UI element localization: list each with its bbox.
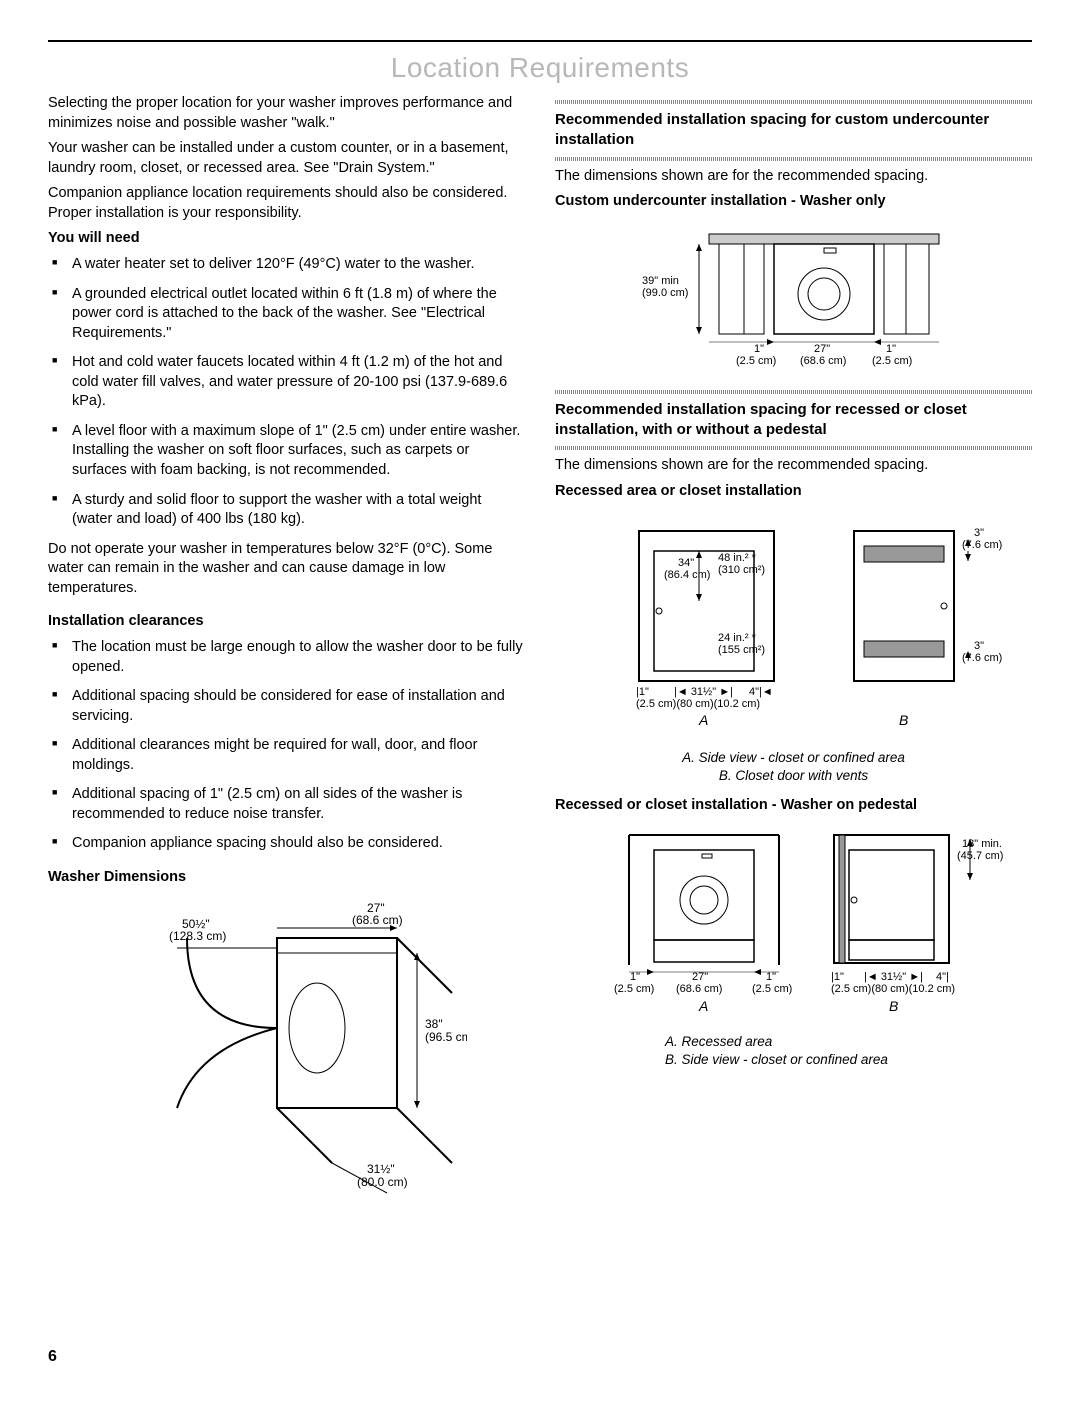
sec2-sub: Recessed area or closet installation — [555, 482, 1032, 502]
sec1-sub: Custom undercounter installation - Washe… — [555, 192, 1032, 212]
dim-depth-cm: (80.0 cm) — [357, 1175, 408, 1189]
divider — [555, 446, 1032, 450]
dim-3in-bot: 3" — [974, 640, 984, 652]
d3-27: 27" — [692, 971, 708, 983]
undercounter-heading: Recommended installation spacing for cus… — [555, 110, 1032, 151]
label-a: A — [698, 712, 708, 728]
clear-item: Companion appliance spacing should also … — [52, 834, 525, 854]
dim-1in-r: 1" — [886, 343, 896, 355]
need-item: A level floor with a maximum slope of 1"… — [52, 422, 525, 481]
recessed-closet-diagram: 34" (86.4 cm) 48 in.² * (310 cm²) 24 in.… — [555, 511, 1032, 731]
dim-depth: 31½" — [367, 1162, 395, 1176]
d3-b4: 4"| — [936, 971, 949, 983]
d3-1in-l-cm: (2.5 cm) — [614, 983, 654, 995]
dim-1in-l: 1" — [754, 343, 764, 355]
top-rule — [48, 40, 1032, 42]
sec3-sub: Recessed or closet installation - Washer… — [555, 796, 1032, 816]
undercounter-diagram: 39" min (99.0 cm) 1" (2.5 cm) 27" (68.6 … — [555, 222, 1032, 372]
need-item: A sturdy and solid floor to support the … — [52, 491, 525, 530]
page-title: Location Requirements — [48, 52, 1032, 84]
divider — [555, 390, 1032, 394]
dim-1in-l-cm: (2.5 cm) — [736, 355, 776, 367]
d3-18min-cm: (45.7 cm) — [957, 850, 1003, 862]
d3-brow: (2.5 cm)(80 cm)(10.2 cm) — [831, 983, 955, 995]
dim-39min-cm: (99.0 cm) — [642, 287, 688, 299]
page-number: 6 — [48, 1348, 57, 1366]
d3-1in-l: 1" — [630, 971, 640, 983]
dim-34: 34" — [678, 557, 694, 569]
dim-a-bottom-cm: (2.5 cm)(80 cm)(10.2 cm) — [636, 698, 760, 710]
recessed-heading: Recommended installation spacing for rec… — [555, 400, 1032, 441]
label-b2: B — [889, 998, 898, 1014]
dim-27b: 27" — [814, 343, 830, 355]
divider — [555, 100, 1032, 104]
d3-b1: |1" — [831, 971, 844, 983]
need-item: Hot and cold water faucets located withi… — [52, 353, 525, 412]
sec2-para: The dimensions shown are for the recomme… — [555, 456, 1032, 476]
clear-item: Additional spacing should be considered … — [52, 687, 525, 726]
dim-a-bottom-2: |◄ 31½" ►| — [674, 686, 733, 698]
right-column: Recommended installation spacing for cus… — [555, 94, 1032, 1216]
intro-para-3: Companion appliance location requirement… — [48, 184, 525, 223]
intro-para-1: Selecting the proper location for your w… — [48, 94, 525, 133]
caption3-b: B. Side view - closet or confined area — [665, 1051, 1032, 1069]
need-item: A water heater set to deliver 120°F (49°… — [52, 255, 525, 275]
dim-a-bottom-1: |1" — [636, 686, 649, 698]
dim-3in-top: 3" — [974, 527, 984, 539]
dim-24in2-cm: (155 cm²) — [718, 644, 765, 656]
dim-39min: 39" min — [642, 275, 679, 287]
clearances-heading: Installation clearances — [48, 612, 525, 632]
caption-a: A. Side view - closet or confined area — [555, 749, 1032, 767]
washer-dimensions-diagram: 27" (68.6 cm) 50½" (128.3 cm) 38" (96.5 … — [48, 898, 525, 1198]
label-a2: A — [698, 998, 708, 1014]
divider — [555, 157, 1032, 161]
caption-b: B. Closet door with vents — [555, 767, 1032, 785]
sec1-para: The dimensions shown are for the recomme… — [555, 167, 1032, 187]
clearances-list: The location must be large enough to all… — [48, 638, 525, 854]
clear-item: Additional spacing of 1" (2.5 cm) on all… — [52, 785, 525, 824]
intro-para-2: Your washer can be installed under a cus… — [48, 139, 525, 178]
dim-48in2-cm: (310 cm²) — [718, 564, 765, 576]
caption-ab: A. Side view - closet or confined area B… — [555, 749, 1032, 785]
dim-38-cm: (96.5 cm) — [425, 1030, 467, 1044]
dim-38: 38" — [425, 1017, 443, 1031]
dim-24in2: 24 in.² * — [718, 632, 757, 644]
clear-item: The location must be large enough to all… — [52, 638, 525, 677]
you-will-need-heading: You will need — [48, 229, 525, 249]
do-not-operate: Do not operate your washer in temperatur… — [48, 540, 525, 599]
caption3: A. Recessed area B. Side view - closet o… — [665, 1033, 1032, 1069]
d3-1in-r-cm: (2.5 cm) — [752, 983, 792, 995]
clear-item: Additional clearances might be required … — [52, 736, 525, 775]
dim-27-cm: (68.6 cm) — [352, 913, 403, 927]
dim-open-cm: (128.3 cm) — [169, 929, 226, 943]
dim-a-bottom-3: 4"|◄ — [749, 686, 773, 698]
need-item: A grounded electrical outlet located wit… — [52, 285, 525, 344]
label-b: B — [899, 712, 908, 728]
caption3-a: A. Recessed area — [665, 1033, 1032, 1051]
pedestal-diagram: 1" (2.5 cm) 27" (68.6 cm) 1" (2.5 cm) 18… — [555, 825, 1032, 1015]
dim-34-cm: (86.4 cm) — [664, 569, 710, 581]
you-will-need-list: A water heater set to deliver 120°F (49°… — [48, 255, 525, 530]
d3-1in-r: 1" — [766, 971, 776, 983]
dim-48in2: 48 in.² * — [718, 552, 757, 564]
d3-27-cm: (68.6 cm) — [676, 983, 722, 995]
left-column: Selecting the proper location for your w… — [48, 94, 525, 1216]
two-column-layout: Selecting the proper location for your w… — [48, 94, 1032, 1216]
d3-b315: |◄ 31½" ►| — [864, 971, 923, 983]
dim-27b-cm: (68.6 cm) — [800, 355, 846, 367]
washer-dimensions-heading: Washer Dimensions — [48, 868, 525, 888]
dim-1in-r-cm: (2.5 cm) — [872, 355, 912, 367]
